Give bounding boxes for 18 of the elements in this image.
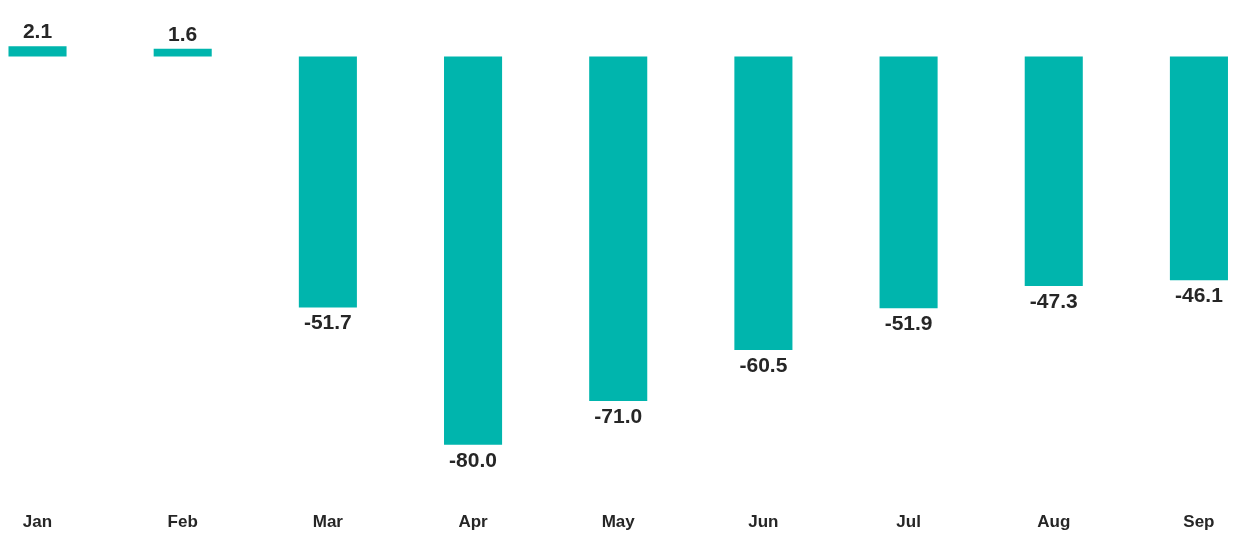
data-label: -71.0 [594, 404, 643, 428]
x-tick-label: Feb [167, 511, 198, 531]
data-label: -47.3 [1029, 289, 1078, 313]
x-tick-label: Jun [748, 511, 779, 531]
data-label: -46.1 [1175, 283, 1224, 307]
data-label: 1.6 [168, 21, 198, 45]
data-label: -51.7 [303, 310, 352, 334]
data-label: -51.9 [884, 311, 933, 335]
x-tick-label: Mar [312, 511, 344, 531]
x-tick-label: May [601, 511, 636, 531]
x-tick-label: Apr [458, 511, 489, 531]
x-tick-label: Jan [22, 511, 53, 531]
x-tick-label: Aug [1037, 511, 1071, 531]
data-label: -80.0 [449, 447, 497, 471]
x-tick-label: Sep [1183, 511, 1215, 531]
data-label: -60.5 [739, 353, 788, 377]
x-tick-label: Jul [896, 511, 921, 531]
data-label: 2.1 [22, 19, 53, 43]
